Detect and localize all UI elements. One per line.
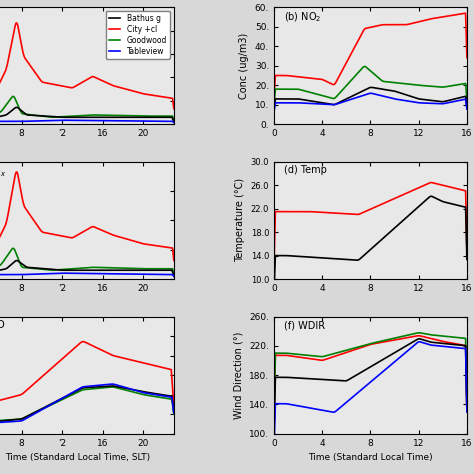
X-axis label: Time (Standard Local Time, SLT): Time (Standard Local Time, SLT) <box>5 453 150 462</box>
Legend: Bathus g, City +cl, Goodwood, Tableview: Bathus g, City +cl, Goodwood, Tableview <box>106 11 170 59</box>
Y-axis label: Conc (ug/m3): Conc (ug/m3) <box>239 33 249 99</box>
Y-axis label: Temperature (°C): Temperature (°C) <box>235 178 245 263</box>
Text: (f) WDIR: (f) WDIR <box>284 320 325 330</box>
Text: NO$_x$: NO$_x$ <box>0 165 6 179</box>
Text: (d) Temp: (d) Temp <box>284 165 327 175</box>
Text: (b) NO$_2$: (b) NO$_2$ <box>284 10 321 24</box>
Y-axis label: Wind Direction (°): Wind Direction (°) <box>234 331 244 419</box>
Text: SPD: SPD <box>0 320 5 330</box>
X-axis label: Time (Standard Local Time): Time (Standard Local Time) <box>308 453 433 462</box>
